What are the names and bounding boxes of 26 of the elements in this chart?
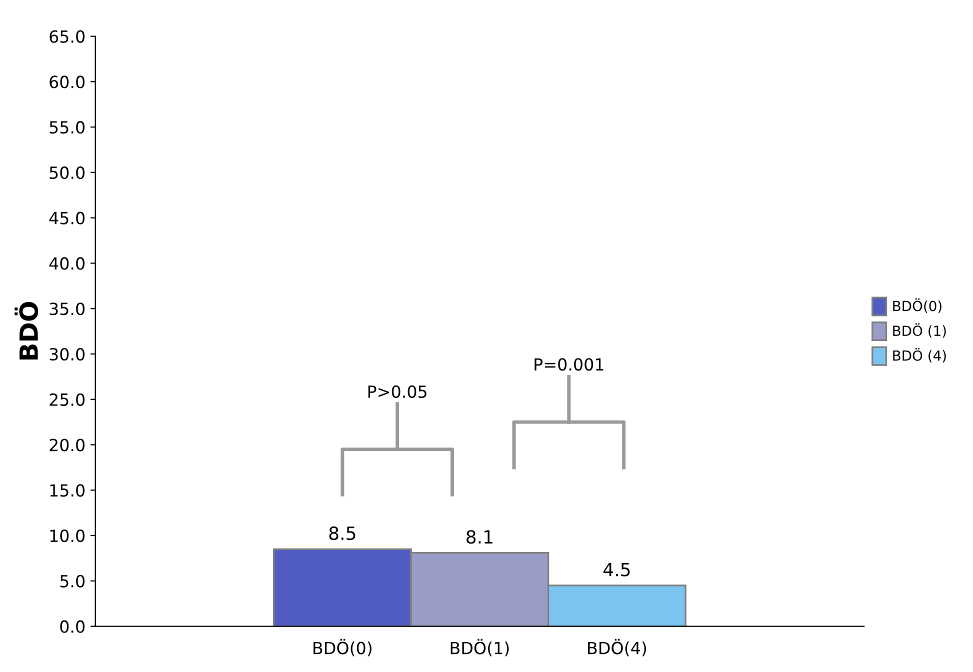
y-tick-label: 45.0 — [49, 212, 85, 224]
legend-label: BDÖ (4) — [893, 348, 946, 362]
data-label: 8.1 — [466, 530, 492, 544]
x-tick-label: BDÖ(0) — [314, 638, 372, 656]
y-tick-label: 40.0 — [49, 257, 85, 270]
legend-label: BDÖ(0) — [893, 298, 942, 313]
y-tick-label: 20.0 — [50, 438, 85, 452]
y-tick-label: 25.0 — [50, 393, 85, 406]
annotation: P>0.05 — [368, 385, 426, 398]
y-tick-label: 65.0 — [50, 30, 85, 43]
x-tick-label: BDÖ(1) — [450, 638, 509, 656]
data-label: 4.5 — [603, 562, 630, 576]
x-tick-label: BDÖ(4) — [588, 638, 646, 656]
y-tick-label: 30.0 — [50, 348, 85, 361]
y-tick-label: 15.0 — [50, 484, 85, 497]
y-tick-label: 55.0 — [50, 121, 85, 134]
y-tick-label: 0.0 — [60, 620, 85, 633]
y-tick-label: 10.0 — [50, 529, 85, 542]
y-tick-label: 50.0 — [50, 166, 85, 180]
y-tick-label: 5.0 — [60, 574, 85, 588]
y-axis-title: BDÖ — [14, 302, 38, 360]
legend-label: BDÖ (1) — [893, 323, 946, 338]
annotation: P=0.001 — [534, 358, 604, 371]
y-tick-label: 60.0 — [50, 76, 85, 88]
y-tick-label: 35.0 — [50, 302, 85, 316]
data-label: 8.5 — [329, 526, 356, 540]
